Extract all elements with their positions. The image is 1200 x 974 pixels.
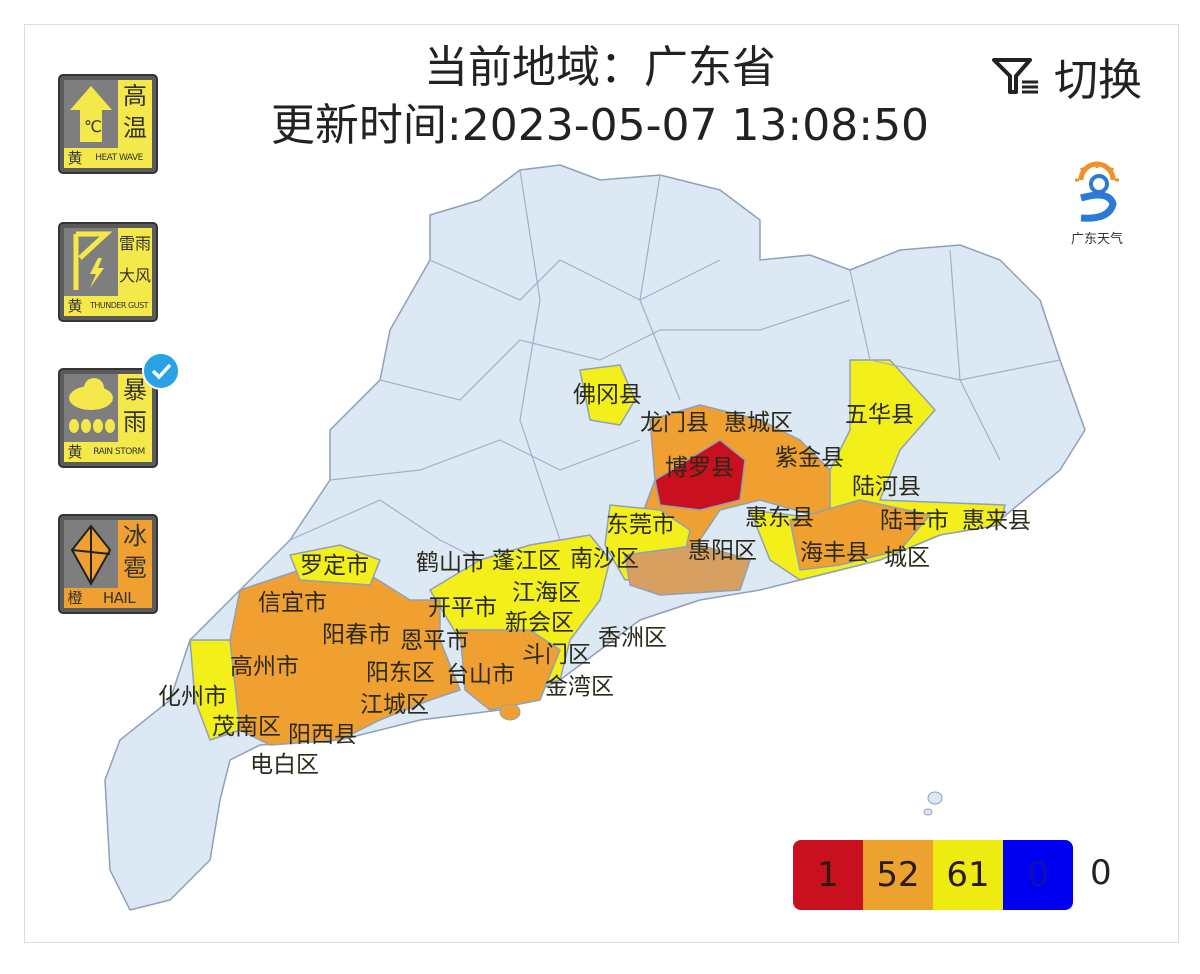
thunder-gust-icon — [64, 228, 118, 296]
thermometer-arrow-icon: ℃ — [64, 80, 118, 148]
map-label: 紫金县 — [775, 445, 844, 471]
map-label: 博罗县 — [665, 455, 734, 481]
map-label: 陆丰市 — [880, 508, 949, 534]
warning-en: HAIL — [86, 588, 152, 608]
map-label: 台山市 — [446, 662, 515, 688]
map-label: 五华县 — [845, 402, 914, 428]
region-yellow-luoding — [289, 544, 381, 586]
warning-count-legend: 1 52 61 0 — [793, 840, 1073, 910]
legend-blue-count[interactable]: 0 — [1003, 840, 1073, 910]
map-label: 蓬江区 — [492, 548, 561, 574]
filter-list-icon — [992, 58, 1038, 94]
county-borders — [289, 169, 1061, 561]
map-label: 化州市 — [158, 684, 227, 710]
warning-rain-storm[interactable]: 暴雨 黄 RAIN STORM — [58, 368, 158, 468]
map-label: 阳西县 — [288, 722, 357, 748]
warning-en: THUNDER GUST — [86, 296, 152, 316]
map-label: 南沙区 — [570, 546, 639, 572]
map-label: 恩平市 — [400, 628, 469, 654]
warning-thunder-gust[interactable]: 雷雨大风 黄 THUNDER GUST — [58, 222, 158, 322]
warning-level: 橙 — [64, 588, 86, 608]
map-label: 罗定市 — [300, 553, 369, 579]
map-label: 海丰县 — [800, 540, 869, 566]
warning-level: 黄 — [64, 442, 86, 462]
map-label: 开平市 — [428, 595, 497, 621]
map-label: 江城区 — [360, 692, 429, 718]
warning-heat-wave[interactable]: ℃ 高温 黄 HEAT WAVE — [58, 74, 158, 174]
region-orange-taishan — [459, 629, 561, 711]
map-label: 新会区 — [505, 610, 574, 636]
map-label: 香洲区 — [598, 625, 667, 651]
warning-level: 黄 — [64, 148, 86, 168]
map-label: 惠城区 — [724, 410, 793, 436]
warning-en: RAIN STORM — [86, 442, 152, 462]
warning-name: 冰雹 — [118, 520, 152, 588]
map-label: 鹤山市 — [416, 550, 485, 576]
map-label: 城区 — [884, 545, 930, 571]
guangdong-weather-logo — [1075, 161, 1119, 222]
region-orange-shenzhen — [624, 544, 751, 596]
map-label: 阳春市 — [322, 622, 391, 648]
warning-name: 暴雨 — [118, 374, 152, 442]
warning-hail[interactable]: 冰雹 橙 HAIL — [58, 514, 158, 614]
map-label: 信宜市 — [258, 590, 327, 616]
legend-other-count: 0 — [1090, 853, 1112, 893]
islands — [499, 703, 943, 816]
map-label: 陆河县 — [852, 474, 921, 500]
update-time: 更新时间:2023-05-07 13:08:50 — [270, 100, 930, 151]
map-label: 龙门县 — [640, 410, 709, 436]
selected-check-icon — [142, 352, 180, 390]
warning-level: 黄 — [64, 296, 86, 316]
map-label: 江海区 — [512, 580, 581, 606]
svg-text:℃: ℃ — [84, 117, 102, 136]
map-label: 东莞市 — [606, 512, 675, 538]
map-label: 惠东县 — [745, 505, 814, 531]
warning-name: 高温 — [118, 80, 152, 148]
rain-cloud-icon — [64, 374, 118, 442]
region-yellow-west — [189, 639, 241, 741]
map-label: 金湾区 — [545, 674, 614, 700]
region-orange-shanwei — [789, 499, 931, 571]
map-label: 惠来县 — [962, 508, 1031, 534]
logo-text: 广东天气 — [1070, 232, 1123, 247]
map-label: 佛冈县 — [573, 382, 642, 408]
warning-en: HEAT WAVE — [86, 148, 152, 168]
map-label: 惠阳区 — [688, 538, 757, 564]
map-label: 电白区 — [250, 752, 319, 778]
region-red-boluo — [654, 439, 746, 511]
warning-name: 雷雨大风 — [118, 228, 152, 296]
hail-icon — [64, 520, 118, 588]
map-label: 阳东区 — [366, 660, 435, 686]
map-label: 斗门区 — [522, 642, 591, 668]
region-title: 当前地域：广东省 — [424, 42, 776, 93]
legend-red-count[interactable]: 1 — [793, 840, 863, 910]
switch-label: 切换 — [1054, 55, 1142, 106]
region-yellow-north — [579, 364, 636, 426]
map-label: 高州市 — [230, 654, 299, 680]
map-label: 茂南区 — [212, 714, 281, 740]
legend-orange-count[interactable]: 52 — [863, 840, 933, 910]
switch-button[interactable]: 切换 — [990, 44, 1142, 108]
legend-yellow-count[interactable]: 61 — [933, 840, 1003, 910]
logo: 广东天气 — [1062, 160, 1132, 247]
